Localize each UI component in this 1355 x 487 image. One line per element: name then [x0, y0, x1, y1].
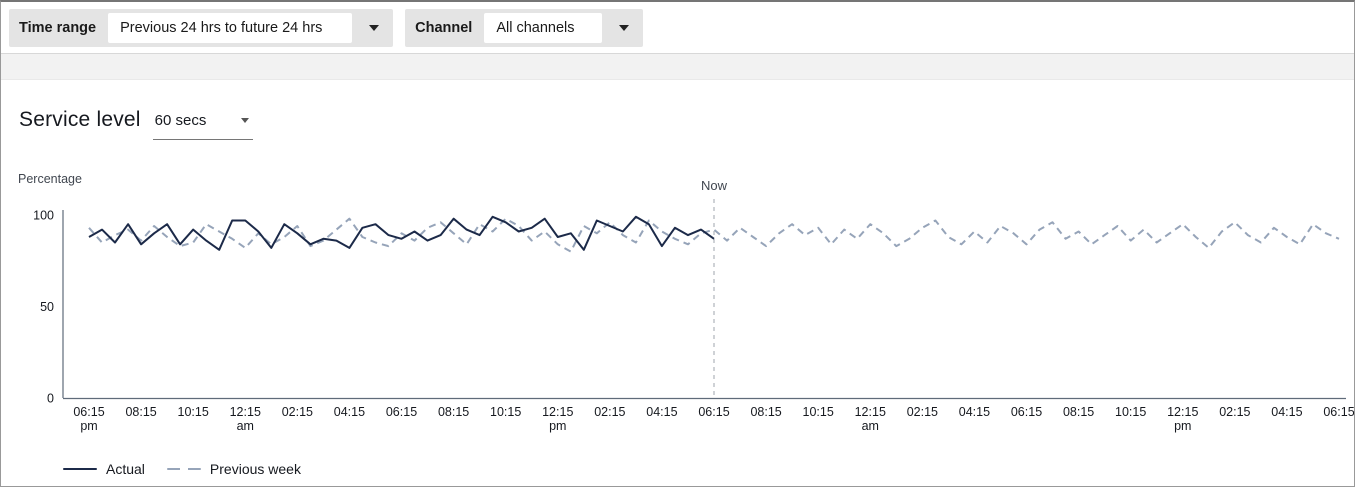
x-tick-label: 12:15	[1167, 405, 1198, 419]
x-tick-label: 08:15	[1063, 405, 1094, 419]
x-tick-sublabel: pm	[549, 419, 566, 433]
x-tick-label: 10:15	[803, 405, 834, 419]
x-tick-label: 10:15	[1115, 405, 1146, 419]
x-tick-label: 06:15	[1323, 405, 1354, 419]
x-tick-label: 10:15	[490, 405, 521, 419]
x-tick-sublabel: am	[862, 419, 879, 433]
legend-label: Actual	[106, 461, 145, 477]
channel-label: Channel	[415, 20, 473, 36]
y-axis-title: Percentage	[18, 172, 82, 186]
legend-label: Previous week	[209, 461, 301, 477]
x-tick-label: 08:15	[750, 405, 781, 419]
y-tick-label: 50	[40, 300, 54, 314]
page-title: Service level	[19, 108, 141, 131]
y-tick-label: 0	[47, 392, 54, 406]
x-tick-label: 02:15	[594, 405, 625, 419]
x-tick-label: 02:15	[282, 405, 313, 419]
x-tick-label: 04:15	[959, 405, 990, 419]
chevron-down-icon	[240, 118, 249, 123]
threshold-value: 60 secs	[154, 112, 207, 129]
x-tick-label: 06:15	[698, 405, 729, 419]
x-tick-label: 04:15	[1271, 405, 1302, 419]
time-range-filter: Time range Previous 24 hrs to future 24 …	[9, 9, 394, 47]
x-tick-label: 06:15	[386, 405, 417, 419]
section-divider-strip	[1, 54, 1354, 80]
chart-legend: Actual Previous week	[63, 461, 301, 477]
legend-item-actual[interactable]: Actual	[63, 461, 145, 477]
x-tick-label: 06:15	[73, 405, 104, 419]
channel-select[interactable]: All channels	[484, 13, 603, 43]
threshold-select[interactable]: 60 secs	[152, 110, 253, 140]
series-line-previous-week	[88, 217, 1340, 253]
y-tick-label: 100	[33, 209, 54, 223]
x-tick-label: 08:15	[438, 405, 469, 419]
x-tick-label: 08:15	[125, 405, 156, 419]
time-range-select[interactable]: Previous 24 hrs to future 24 hrs	[108, 13, 353, 43]
legend-item-previous-week[interactable]: Previous week	[166, 461, 301, 477]
x-tick-sublabel: pm	[1174, 419, 1191, 433]
x-tick-label: 02:15	[1219, 405, 1250, 419]
x-tick-label: 12:15	[230, 405, 261, 419]
channel-filter: Channel All channels	[405, 9, 644, 47]
panel-header: Service level 60 secs	[19, 108, 253, 140]
x-tick-sublabel: am	[237, 419, 254, 433]
x-tick-label: 02:15	[907, 405, 938, 419]
dashed-line-swatch-icon	[166, 467, 201, 471]
time-range-label: Time range	[19, 20, 97, 36]
now-label: Now	[700, 178, 727, 193]
chevron-down-icon[interactable]	[369, 25, 380, 31]
x-tick-sublabel: pm	[80, 419, 97, 433]
x-tick-label: 12:15	[855, 405, 886, 419]
x-tick-label: 04:15	[646, 405, 677, 419]
chevron-down-icon[interactable]	[619, 25, 630, 31]
solid-line-swatch-icon	[63, 467, 97, 471]
series-line-actual	[88, 215, 715, 251]
x-tick-label: 12:15	[542, 405, 573, 419]
filter-bar: Time range Previous 24 hrs to future 24 …	[1, 2, 1354, 54]
x-tick-label: 06:15	[1011, 405, 1042, 419]
x-tick-label: 04:15	[334, 405, 365, 419]
x-tick-label: 10:15	[178, 405, 209, 419]
